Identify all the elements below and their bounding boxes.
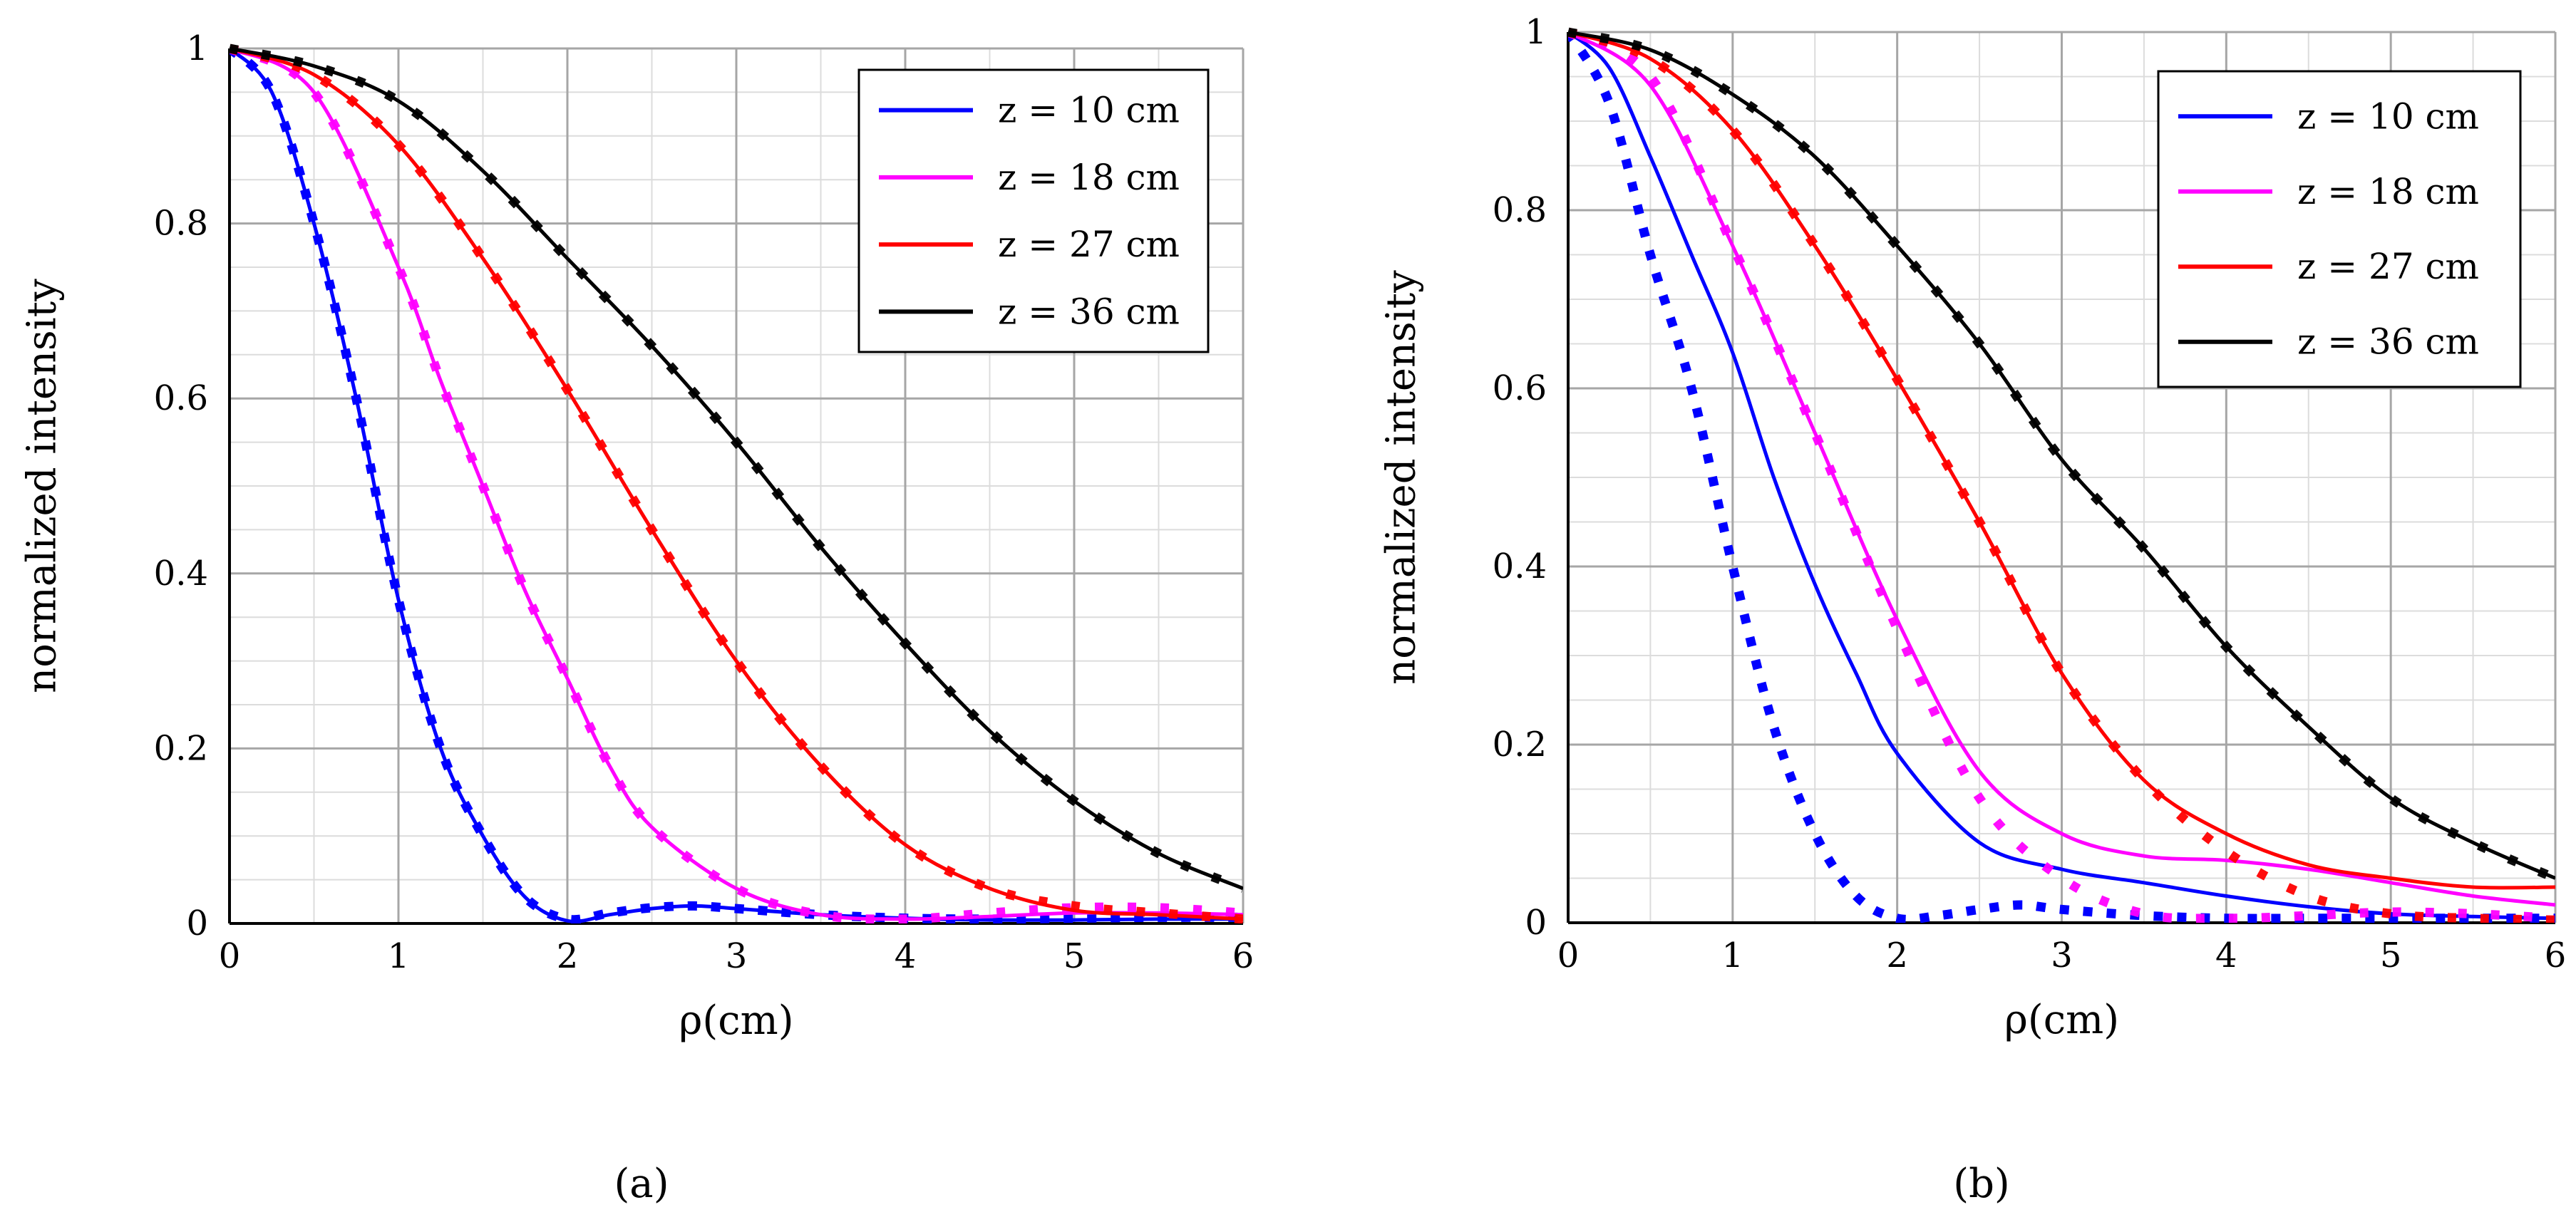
panel-a-y-tick-label: 0.4	[154, 554, 208, 594]
panel-a-series-z-18-cm-line	[230, 46, 1243, 921]
panel-a-x-tick-label: 6	[1232, 936, 1254, 976]
panel-a-label: (a)	[614, 1161, 669, 1207]
panel-a-legend: z = 10 cm z = 18 cm z = 27 cm z = 36 cm	[857, 68, 1210, 353]
panel-a-series-z-10-cm-line	[230, 47, 1243, 923]
panel-a-legend-label: z = 18 cm	[998, 157, 1180, 198]
panel-a-x-tick-label: 1	[388, 936, 410, 976]
panel-b-x-tick-label: 6	[2545, 936, 2567, 975]
chart-panel-a: 0 1 2 3 4 5 6 0 0.2 0.4 0.6 0.8 1 ρ(cm) normalized int…	[19, 29, 1254, 1207]
panel-a-y-tick-label: 0.6	[154, 378, 208, 418]
panel-a-y-axis-label: normalized intensity	[19, 279, 66, 693]
panel-a-series-group	[230, 43, 1243, 923]
panel-a-x-tick-label: 3	[726, 936, 748, 976]
panel-b-series-z-10-cm-line	[1568, 31, 2555, 921]
panel-a-legend-label: z = 27 cm	[998, 224, 1180, 265]
panel-b-y-tick-label: 0.6	[1493, 368, 1547, 408]
panel-b-legend-label: z = 10 cm	[2297, 95, 2479, 137]
panel-b-y-tick-label: 0	[1525, 903, 1547, 943]
panel-a-x-tick-label: 5	[1063, 936, 1086, 976]
panel-a-series-z-27-cm-line	[230, 46, 1243, 921]
panel-a-x-tick-label: 0	[219, 936, 241, 976]
panel-b-legend-box	[2157, 70, 2522, 388]
panel-b-x-axis-label: ρ(cm)	[2004, 997, 2119, 1043]
panel-a-x-axis-label: ρ(cm)	[679, 998, 793, 1044]
panel-a-y-tick-label: 0.2	[154, 728, 208, 768]
panel-b-y-tick-label: 0.2	[1493, 725, 1547, 765]
panel-a-legend-box	[857, 68, 1210, 353]
panel-a-legend-label: z = 36 cm	[998, 291, 1180, 332]
panel-b-y-tick-label: 1	[1525, 12, 1547, 52]
panel-b-legend-label: z = 18 cm	[2297, 171, 2479, 212]
panel-b-series-group	[1568, 27, 2555, 923]
panel-b-y-axis-label: normalized intensity	[1379, 270, 1425, 685]
panel-a-series-z-36-cm-line	[230, 46, 1243, 891]
panel-b-series-z-36-cm-line	[1568, 30, 2555, 880]
panel-b-x-tick-label: 2	[1886, 936, 1908, 975]
panel-b-legend: z = 10 cm z = 18 cm z = 27 cm z = 36 cm	[2157, 70, 2522, 388]
panel-a-y-tick-label: 0	[186, 904, 208, 943]
panel-a-y-tick-label: 1	[186, 29, 208, 68]
panel-b-x-tick-label: 4	[2215, 936, 2237, 975]
panel-a-legend-label: z = 10 cm	[998, 90, 1180, 131]
panel-a-y-tick-label: 0.8	[154, 204, 208, 244]
panel-b-x-tick-label: 5	[2380, 936, 2402, 975]
panel-a-x-tick-label: 4	[895, 936, 917, 976]
panel-a-x-tick-label: 2	[557, 936, 579, 976]
panel-b-legend-label: z = 36 cm	[2297, 321, 2479, 363]
panel-b-series-z-18-cm-line	[1568, 30, 2555, 907]
panel-b-y-tick-label: 0.4	[1493, 547, 1547, 586]
chart-panel-b: 0 1 2 3 4 5 6 0 0.2 0.4 0.6 0.8 1 ρ(cm) normalized int…	[1379, 12, 2567, 1207]
panel-b-x-tick-label: 3	[2051, 936, 2073, 975]
panel-b-x-tick-label: 1	[1722, 936, 1744, 975]
panel-b-series-z-27-cm-line	[1568, 30, 2555, 890]
panel-b-label: (b)	[1953, 1161, 2010, 1207]
panel-b-x-tick-label: 0	[1557, 936, 1580, 975]
panel-b-legend-label: z = 27 cm	[2297, 246, 2479, 287]
panel-b-y-tick-label: 0.8	[1493, 190, 1547, 230]
